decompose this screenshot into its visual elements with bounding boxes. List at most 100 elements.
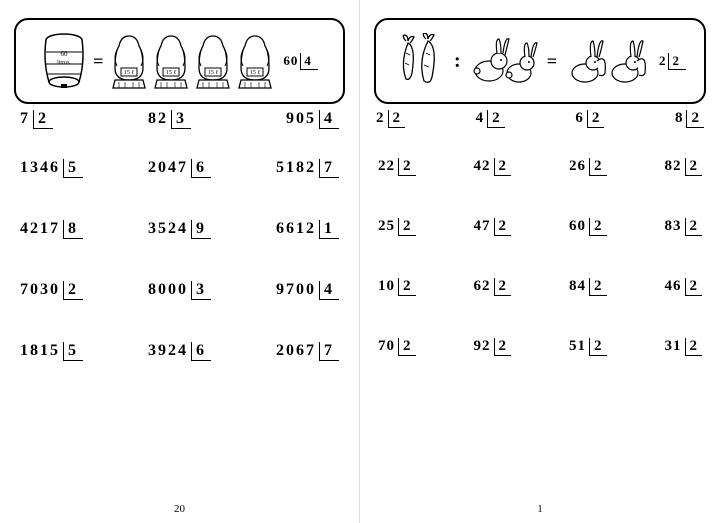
dividend: 4217: [20, 220, 63, 238]
dividend: 25: [378, 218, 398, 235]
dividend: 2047: [148, 159, 191, 177]
dividend: 60: [283, 53, 300, 69]
dividend: 47: [474, 218, 494, 235]
svg-text:15 ℓ: 15 ℓ: [124, 70, 135, 76]
division-problem: 70302: [20, 281, 83, 300]
problem-row: 702922512312: [374, 338, 706, 356]
division-problem: 252: [378, 218, 416, 236]
dividend: 70: [378, 338, 398, 355]
dividend: 3924: [148, 342, 191, 360]
problem-row: 134652047651827: [14, 159, 345, 178]
dividend: 82: [148, 110, 171, 128]
division-problem: 62: [575, 110, 604, 128]
division-problem: 80003: [148, 281, 211, 300]
division-problem: 512: [569, 338, 607, 356]
division-problem: 22: [376, 110, 405, 128]
divisor-box: 3: [171, 110, 191, 129]
division-problem: 18155: [20, 342, 83, 361]
division-problem: 42178: [20, 220, 83, 239]
divisor-box: 2: [686, 110, 704, 128]
dividend: 3524: [148, 220, 191, 238]
divisor-box: 2: [33, 110, 53, 129]
divisor-box: 2: [398, 278, 416, 296]
division-problem: 422: [474, 158, 512, 176]
dividend: 6: [575, 110, 587, 127]
divisor-box: 2: [494, 158, 512, 176]
problem-row: 70302 80003 97004: [14, 281, 345, 300]
dividend: 42: [474, 158, 494, 175]
dividend: 905: [286, 110, 319, 128]
svg-text:litros.: litros.: [57, 60, 71, 66]
divisor-box: 2: [487, 110, 505, 128]
dividend: 7: [20, 110, 33, 128]
problem-row: 102622842462: [374, 278, 706, 296]
left-page: 60 litros. = 15 ℓ: [0, 0, 360, 523]
illus-division: 2 2: [659, 53, 686, 70]
illustration-carrots-rabbits: :: [374, 18, 706, 104]
problem-row: 42178 35249 66121: [14, 220, 345, 239]
division-problem: 472: [474, 218, 512, 236]
jug-icon: 15 ℓ: [109, 32, 149, 90]
problem-row: 222422262822: [374, 158, 706, 176]
dividend: 8: [675, 110, 687, 127]
divisor-box: 1: [319, 220, 339, 239]
division-problem: 922: [474, 338, 512, 356]
division-problem: 66121: [276, 220, 339, 239]
divisor-box: 2: [63, 281, 83, 300]
divisor-box: 4: [300, 53, 318, 70]
problem-grid: 2224222628222524726028321026228424627029…: [374, 158, 706, 356]
division-problem: 35249: [148, 220, 211, 239]
divisor-box: 8: [63, 220, 83, 239]
jug-icon: [235, 32, 275, 90]
division-problem: 97004: [276, 281, 339, 300]
division-problem: 9054: [286, 110, 339, 129]
divisor-box: 2: [587, 110, 605, 128]
division-problem: 842: [569, 278, 607, 296]
top-row: 72 823 9054: [20, 110, 339, 129]
dividend: 60: [569, 218, 589, 235]
jug-icon: [151, 32, 191, 90]
equals-sign: =: [93, 51, 103, 72]
illus-division: 60 4: [283, 53, 318, 70]
division-problem: 312: [665, 338, 703, 356]
problem-grid: 1346520476518274217835249661217030280003…: [14, 159, 345, 361]
divisor-box: 2: [494, 218, 512, 236]
division-problem: 702: [378, 338, 416, 356]
division-problem: 72: [20, 110, 53, 129]
divisor-box: 2: [685, 158, 703, 176]
division-problem: 13465: [20, 159, 83, 178]
svg-text:60: 60: [61, 50, 69, 58]
division-problem: 222: [378, 158, 416, 176]
divisor-box: 2: [685, 338, 703, 356]
divisor-box: 6: [191, 159, 211, 178]
division-problem: 82: [675, 110, 704, 128]
division-colon: :: [452, 50, 463, 73]
rabbits-with-carrots-icon: [563, 33, 653, 89]
divisor-box: 5: [63, 342, 83, 361]
division-problem: 20677: [276, 342, 339, 361]
dividend: 10: [378, 278, 398, 295]
rabbits-icon: [469, 33, 541, 89]
divisor-box: 2: [388, 110, 406, 128]
dividend: 9700: [276, 281, 319, 299]
division-problem: 823: [148, 110, 191, 129]
division-problem: 262: [569, 158, 607, 176]
divisor-box: 7: [319, 342, 339, 361]
jugs-group: 15 ℓ 15 ℓ: [109, 32, 277, 90]
divisor-box: 2: [398, 158, 416, 176]
dividend: 31: [665, 338, 685, 355]
divisor-box: 7: [319, 159, 339, 178]
dividend: 83: [665, 218, 685, 235]
division-problem: 822: [665, 158, 703, 176]
divisor-box: 6: [191, 342, 211, 361]
jug-icon: [193, 32, 233, 90]
division-problem: 622: [474, 278, 512, 296]
barrel-icon: 60 litros.: [41, 32, 87, 90]
top-row: 22426282: [376, 110, 704, 128]
dividend: 46: [665, 278, 685, 295]
dividend: 51: [569, 338, 589, 355]
divisor-box: 2: [398, 338, 416, 356]
division-problem: 602: [569, 218, 607, 236]
dividend: 2: [659, 53, 669, 69]
division-problem: 42: [476, 110, 505, 128]
